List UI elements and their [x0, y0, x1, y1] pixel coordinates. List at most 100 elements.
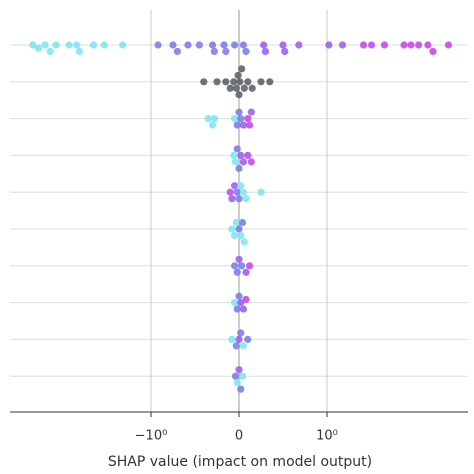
shap-point	[281, 47, 289, 56]
shap-point	[260, 41, 268, 49]
shap-point	[325, 41, 333, 49]
shap-point	[244, 115, 252, 123]
shap-point	[235, 292, 243, 300]
shap-point	[257, 188, 265, 196]
shap-point	[235, 91, 243, 99]
shap-point	[231, 158, 240, 166]
shap-point	[231, 372, 240, 380]
shap-point	[239, 121, 248, 129]
shap-point	[46, 47, 54, 56]
shap-point	[65, 41, 73, 49]
shap-point	[230, 115, 239, 123]
shap-point	[242, 47, 250, 56]
shap-point	[239, 41, 248, 49]
shap-point	[232, 84, 240, 92]
shap-point	[29, 41, 37, 49]
shap-point	[424, 41, 432, 49]
shap-point	[222, 78, 230, 86]
shap-point	[240, 84, 248, 92]
shap-point	[228, 225, 236, 233]
shap-point	[208, 121, 217, 129]
shap-point	[234, 71, 242, 79]
shap-point	[233, 145, 241, 153]
shap-point	[41, 41, 49, 49]
shap-point	[235, 164, 243, 172]
x-tick-label: −10⁰	[135, 429, 168, 444]
shap-point	[100, 41, 108, 49]
shap-point	[233, 188, 241, 196]
shap-point	[236, 78, 244, 86]
shap-point	[261, 47, 270, 56]
shap-point	[248, 84, 256, 92]
x-axis-label: SHAP value (impact on model output)	[108, 454, 372, 470]
shap-point	[75, 47, 84, 56]
shap-point	[257, 78, 265, 86]
shap-point	[237, 231, 245, 240]
shap-point	[52, 41, 60, 49]
shap-point	[233, 305, 241, 313]
shap-point	[233, 268, 241, 276]
shap-point	[237, 115, 245, 123]
shap-point	[184, 41, 192, 49]
shap-point	[247, 108, 255, 116]
shap-point	[235, 255, 243, 263]
shap-point	[415, 41, 423, 49]
shap-point	[154, 41, 162, 49]
shap-point	[73, 41, 81, 49]
shap-point	[444, 41, 453, 49]
shap-point	[238, 372, 247, 380]
shap-point	[235, 195, 243, 203]
shap-point	[242, 295, 250, 303]
shap-point	[230, 78, 238, 86]
shap-point	[400, 41, 408, 49]
shap-point	[380, 41, 389, 49]
shap-point	[200, 78, 208, 86]
shap-point	[237, 151, 245, 159]
shap-point	[230, 151, 238, 159]
shap-point	[244, 78, 252, 86]
shap-point	[213, 78, 221, 86]
shap-point	[239, 305, 248, 313]
shap-point	[235, 335, 243, 343]
shap-point	[238, 262, 246, 270]
shap-point	[237, 299, 245, 307]
shap-point	[230, 41, 239, 49]
shap-point	[210, 47, 218, 56]
shap-point	[237, 182, 245, 190]
x-tick-label: 0	[235, 429, 243, 444]
shap-point	[119, 41, 127, 49]
shap-point	[429, 47, 437, 56]
shap-point	[89, 41, 98, 49]
shap-point	[226, 188, 234, 196]
shap-point	[173, 47, 181, 56]
shap-point	[367, 41, 376, 49]
shap-point	[237, 385, 245, 393]
shap-point	[230, 262, 239, 270]
shap-point	[233, 379, 241, 387]
shap-point	[407, 41, 415, 49]
shap-point	[230, 182, 239, 190]
shap-point	[242, 268, 250, 276]
shap-point	[245, 121, 254, 129]
shap-point	[222, 47, 230, 56]
shap-point	[232, 342, 240, 350]
shap-point	[242, 195, 250, 203]
shap-point	[338, 41, 347, 49]
shap-point	[195, 41, 203, 49]
shap-point	[238, 65, 246, 73]
shap-point	[247, 158, 255, 166]
shap-point	[244, 151, 252, 159]
x-tick-label: 10⁰	[316, 429, 338, 444]
shap-point	[228, 195, 236, 203]
shap-point	[220, 41, 228, 49]
shap-point	[169, 41, 177, 49]
shap-point	[232, 218, 240, 227]
shap-point	[204, 115, 212, 123]
shap-point	[266, 78, 274, 86]
shap-point	[235, 225, 243, 233]
shap-point	[239, 188, 248, 196]
shap-point	[226, 84, 234, 92]
shap-point	[230, 299, 239, 307]
